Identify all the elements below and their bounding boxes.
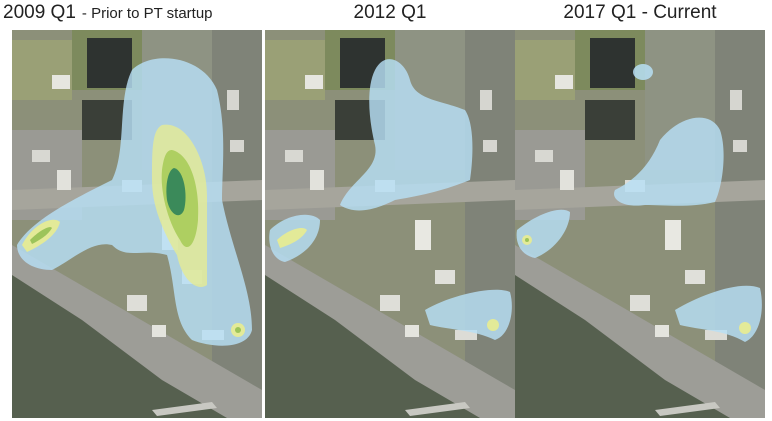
map-panel: 2009 Q1 - Prior to PT startup — [3, 2, 262, 418]
panel-title: 2009 Q1 - Prior to PT startup — [3, 2, 213, 23]
panel-title: 2012 Q1 — [354, 2, 427, 23]
panel-title: 2009 Q1 — [3, 2, 76, 23]
map-panel: 2012 Q1 — [265, 2, 515, 418]
panel-subtitle: - Prior to PT startup — [82, 5, 213, 22]
map-panel: 2017 Q1 - Current — [515, 2, 765, 418]
panel-title: 2017 Q1 - Current — [563, 2, 717, 23]
